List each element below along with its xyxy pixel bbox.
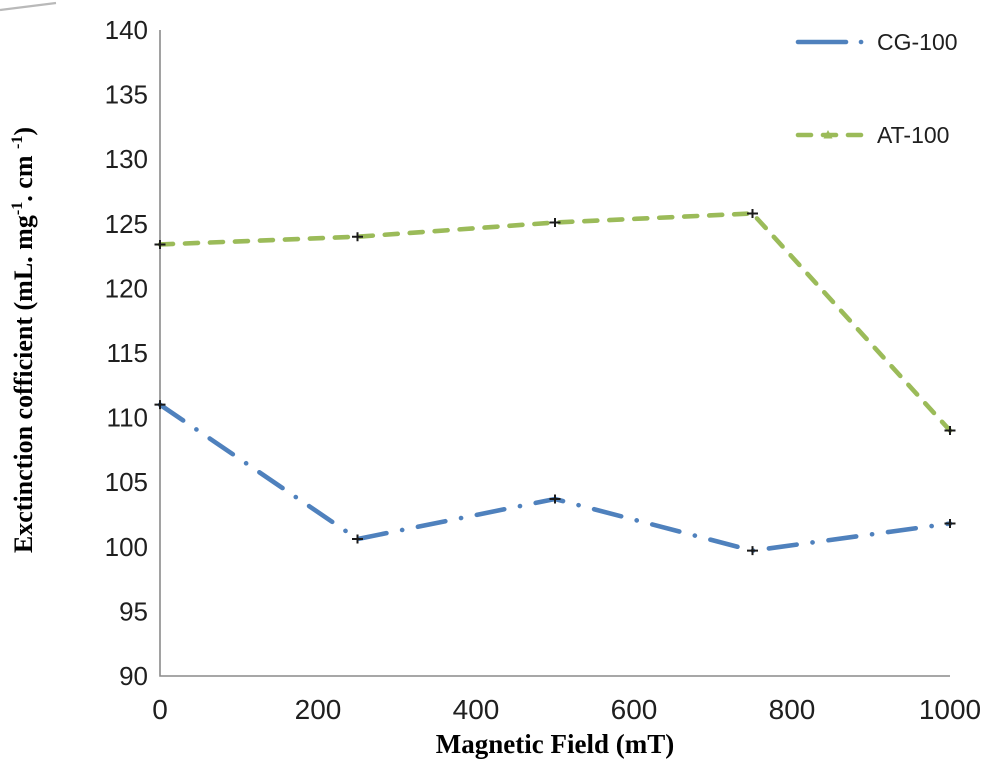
- legend-label: AT-100: [877, 122, 949, 148]
- error-bar: [352, 232, 363, 242]
- y-tick-label: 120: [105, 273, 148, 303]
- error-bar: [352, 534, 363, 544]
- legend-item-at-100: AT-100: [795, 122, 949, 148]
- scan-artifact-line: [0, 1, 57, 12]
- y-tick-label: 90: [119, 661, 148, 691]
- x-tick-label: 0: [152, 694, 168, 725]
- error-bars: [154, 208, 956, 556]
- y-tick-label: 105: [105, 467, 148, 497]
- y-tick-label: 135: [105, 80, 148, 110]
- error-bar: [944, 519, 956, 529]
- y-axis-title: Exctinction cofficient (mL. mg-1​. cm -1…: [9, 127, 38, 553]
- legend-item-cg-100: CG-100: [795, 29, 958, 55]
- y-tick-label: 100: [105, 532, 148, 562]
- y-tick-label: 125: [105, 209, 148, 239]
- axis-lines: [159, 30, 950, 677]
- error-bar: [944, 426, 956, 436]
- x-tick-label: 400: [453, 694, 500, 725]
- x-axis-title: Magnetic Field (mT): [436, 729, 674, 759]
- x-tick-label: 200: [295, 694, 342, 725]
- legend-label: CG-100: [877, 29, 958, 55]
- x-tick-label: 1000: [919, 694, 981, 725]
- error-bar: [549, 494, 561, 504]
- error-bar: [154, 400, 166, 410]
- series-line-at-100: [157, 211, 953, 433]
- error-bar: [747, 208, 758, 218]
- axes: [159, 30, 950, 677]
- x-tick-label: 800: [769, 694, 816, 725]
- error-bar: [549, 218, 561, 228]
- y-tick-label: 110: [107, 403, 148, 433]
- legend: CG-100 AT-100: [795, 29, 958, 148]
- y-tick-label: 95: [119, 596, 148, 626]
- series-line-cg-100: [157, 402, 953, 553]
- y-tick-label: 140: [105, 15, 148, 45]
- legend-triangle-marker-icon: [823, 130, 833, 139]
- error-bar: [747, 546, 758, 556]
- error-bar: [154, 239, 166, 249]
- y-tick-label: 115: [107, 338, 148, 368]
- x-axis-tick-labels: 0 200 400 600 800 1000: [152, 694, 981, 725]
- x-tick-label: 600: [611, 694, 658, 725]
- y-axis-tick-labels: 90 95 100 105 110 115 120 125 130 135 140: [105, 15, 148, 691]
- y-tick-label: 130: [105, 144, 148, 174]
